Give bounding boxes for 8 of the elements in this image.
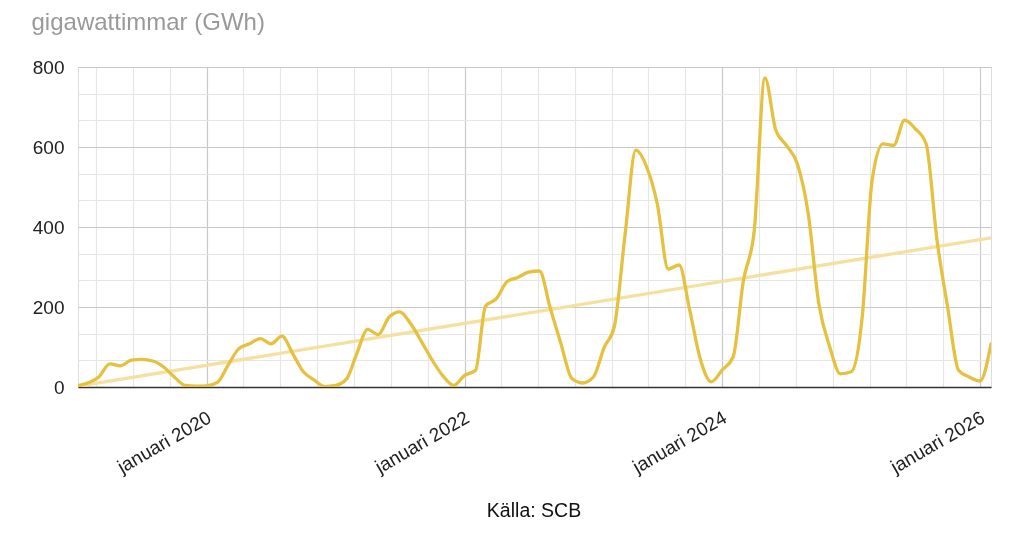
y-tick-label: 400	[32, 216, 65, 238]
y-tick-label: 600	[32, 136, 65, 158]
y-axis-title: gigawattimmar (GWh)	[31, 8, 265, 35]
y-tick-label: 800	[32, 56, 65, 78]
line-series	[78, 76, 991, 387]
y-tick-label: 0	[53, 376, 65, 398]
y-tick-label: 200	[32, 296, 65, 318]
text: Källa: SCB	[486, 499, 582, 521]
